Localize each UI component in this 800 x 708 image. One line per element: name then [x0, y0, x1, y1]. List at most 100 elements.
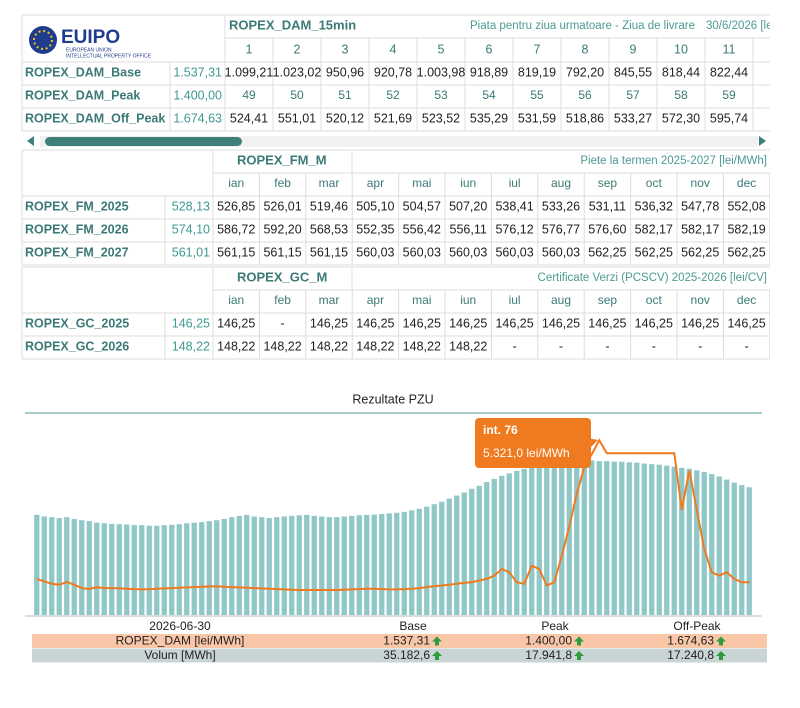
row-name: ROPEX_GC_2026: [25, 339, 129, 353]
bar: [589, 460, 595, 615]
cell: 1.099,21: [225, 65, 274, 79]
column-header: iun: [460, 176, 476, 190]
bar: [431, 504, 437, 615]
row-total: 1.674,63: [173, 111, 222, 125]
chart-title: Rezultate PZU: [352, 392, 433, 406]
cell: 560,03: [495, 245, 533, 259]
bar: [446, 498, 452, 615]
row-name: ROPEX_DAM_Base: [25, 65, 141, 79]
cell: 819,19: [518, 65, 556, 79]
row-total: 574,10: [172, 222, 210, 236]
column-header: 2: [294, 42, 301, 56]
tooltip-pointer: [588, 438, 598, 450]
bar: [649, 464, 655, 615]
bar: [206, 521, 212, 615]
bar: [146, 525, 152, 615]
summary-value: 17.941,8: [525, 648, 572, 662]
bar: [251, 516, 257, 615]
column-header: 5: [438, 42, 445, 56]
cell: 53: [434, 88, 448, 102]
cell: 1.023,02: [273, 65, 322, 79]
summary-header: 2026-06-30: [149, 619, 211, 633]
row-name: ROPEX_GC_2025: [25, 316, 129, 330]
tooltip-title: int. 76: [483, 423, 518, 437]
cell: 533,27: [614, 111, 652, 125]
logo-emblem: [29, 26, 57, 54]
bar: [94, 522, 100, 615]
cell: 523,52: [422, 111, 460, 125]
cell: 1.003,98: [417, 65, 466, 79]
bar: [214, 520, 220, 615]
logo-line: EUROPEAN UNION: [66, 47, 112, 53]
cell: -: [605, 339, 609, 353]
row-name: ROPEX_DAM_Off_Peak: [25, 111, 165, 125]
cell: 845,55: [614, 65, 652, 79]
bar: [371, 514, 377, 615]
bar: [296, 515, 302, 615]
cell: 148,22: [217, 339, 255, 353]
bar: [544, 464, 550, 615]
bar: [341, 516, 347, 615]
column-header: 8: [582, 42, 589, 56]
scroll-right[interactable]: [759, 136, 766, 146]
bar: [746, 487, 752, 615]
summary-header: Peak: [541, 619, 569, 633]
cell: 49: [242, 88, 256, 102]
cell: 572,30: [662, 111, 700, 125]
up-arrow: [432, 636, 442, 646]
cell: 146,25: [495, 316, 533, 330]
up-arrow: [716, 651, 726, 660]
scroll-left[interactable]: [27, 136, 34, 146]
bar: [56, 518, 62, 615]
cell: 592,20: [263, 222, 301, 236]
table-title: ROPEX_DAM_15min: [229, 17, 356, 32]
cell: 560,03: [403, 245, 441, 259]
column-header: nov: [691, 176, 710, 190]
scrollbar-thumb[interactable]: [45, 137, 242, 146]
cell: 148,22: [310, 339, 348, 353]
bar: [199, 522, 205, 615]
row-total: 561,01: [172, 245, 210, 259]
column-header: oct: [646, 176, 663, 190]
cell: 576,77: [542, 222, 580, 236]
cell: 58: [674, 88, 688, 102]
cell: 582,17: [681, 222, 719, 236]
cell: 582,19: [727, 222, 765, 236]
bar: [439, 501, 445, 615]
bar: [259, 517, 265, 615]
bar: [34, 514, 40, 615]
bar: [244, 514, 250, 615]
bar: [176, 524, 182, 615]
summary-value: 17.240,8: [667, 648, 714, 662]
bar: [349, 515, 355, 615]
bar: [596, 461, 602, 615]
bar: [716, 476, 722, 615]
cell: 576,60: [588, 222, 626, 236]
bar: [664, 465, 670, 615]
cell: 918,89: [470, 65, 508, 79]
bar: [304, 514, 310, 615]
cell: 818,44: [662, 65, 700, 79]
cell: 519,46: [310, 199, 348, 213]
cell: 552,35: [356, 222, 394, 236]
column-header: 11: [723, 42, 736, 56]
chart: Rezultate PZU int. 76 5.321,0 lei/MWh 2026-…: [25, 392, 767, 663]
bar: [124, 524, 130, 615]
column-header: mar: [319, 293, 340, 307]
cell: 148,22: [356, 339, 394, 353]
cell: 547,78: [681, 199, 719, 213]
up-arrow: [574, 651, 584, 660]
bar: [521, 468, 527, 615]
table-date: 30/6/2026 [lei/MWh]: [706, 20, 800, 32]
bar: [476, 485, 482, 615]
cell: 582,17: [635, 222, 673, 236]
cell: 146,25: [727, 316, 765, 330]
cell: 586,72: [217, 222, 255, 236]
table-subtitle: Piata pentru ziua urmatoare - Ziua de li…: [470, 20, 695, 32]
bar: [161, 525, 167, 615]
cell: 560,03: [356, 245, 394, 259]
bar: [319, 516, 325, 615]
cell: 920,78: [374, 65, 412, 79]
